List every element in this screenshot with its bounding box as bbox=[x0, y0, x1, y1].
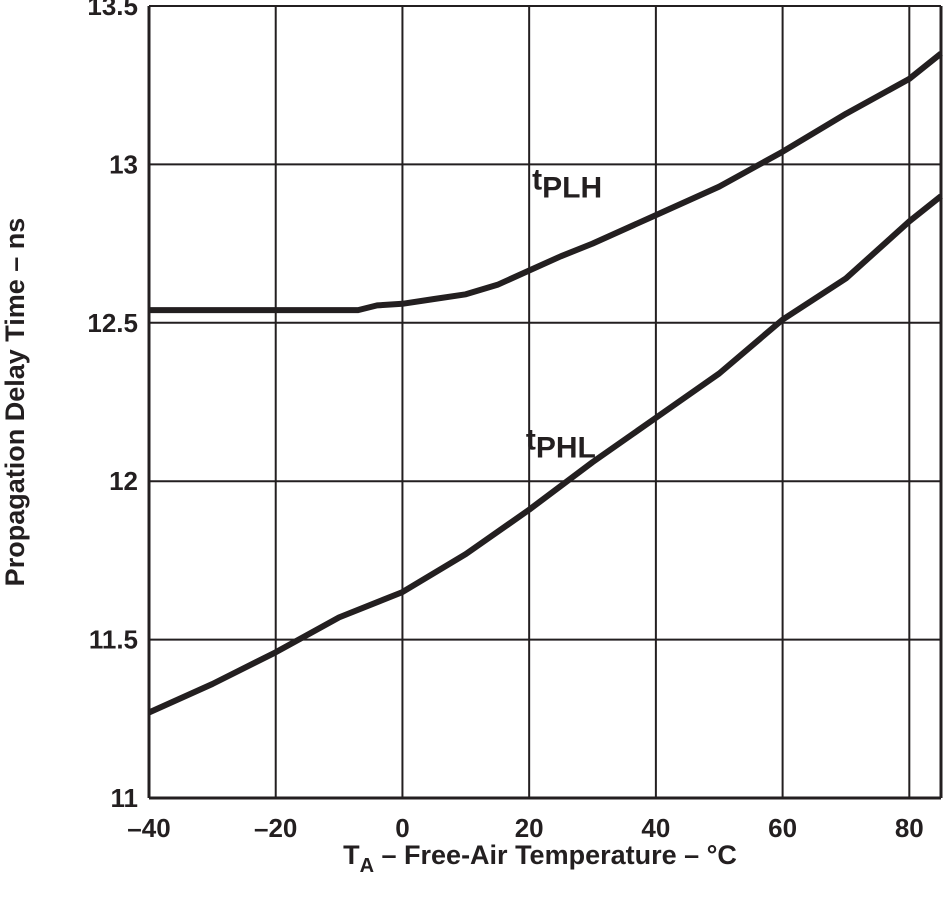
series-label-plh: tPLH bbox=[532, 164, 602, 205]
series-label-phl: tPHL bbox=[526, 424, 596, 465]
y-tick-label: 13.5 bbox=[87, 0, 138, 21]
tick-labels: –40 –20 0 20 40 60 80 11 11.5 12 12.5 13 13.5 bbox=[87, 0, 923, 843]
x-tick-label: –20 bbox=[254, 813, 297, 843]
y-tick-label: 11 bbox=[111, 783, 139, 813]
series-label-main: t bbox=[532, 164, 542, 197]
series-label-sub: PLH bbox=[542, 172, 602, 205]
series-line-phl bbox=[147, 193, 943, 716]
x-tick-label: –40 bbox=[127, 813, 170, 843]
grid bbox=[147, 5, 943, 800]
series-label-main: t bbox=[526, 424, 536, 457]
x-tick-label: 40 bbox=[641, 813, 670, 843]
y-axis-title: Propagation Delay Time – ns bbox=[0, 218, 30, 587]
series-line-plh bbox=[149, 51, 943, 314]
y-tick-label: 13 bbox=[109, 149, 138, 179]
x-tick-label: 0 bbox=[395, 813, 409, 843]
y-tick-label: 11.5 bbox=[89, 625, 138, 655]
x-axis-title-rest: – Free-Air Temperature – °C bbox=[374, 840, 737, 870]
y-tick-label: 12 bbox=[109, 466, 138, 496]
x-axis-title-main: T bbox=[343, 840, 360, 870]
series-lines bbox=[147, 51, 943, 716]
x-tick-label: 20 bbox=[515, 813, 544, 843]
x-axis-title-sub: A bbox=[360, 855, 374, 877]
series-label-sub: PHL bbox=[536, 432, 596, 465]
x-tick-label: 60 bbox=[768, 813, 797, 843]
y-tick-label: 12.5 bbox=[87, 308, 138, 338]
x-tick-label: 80 bbox=[895, 813, 924, 843]
x-axis-title: TA – Free-Air Temperature – °C bbox=[343, 840, 737, 877]
